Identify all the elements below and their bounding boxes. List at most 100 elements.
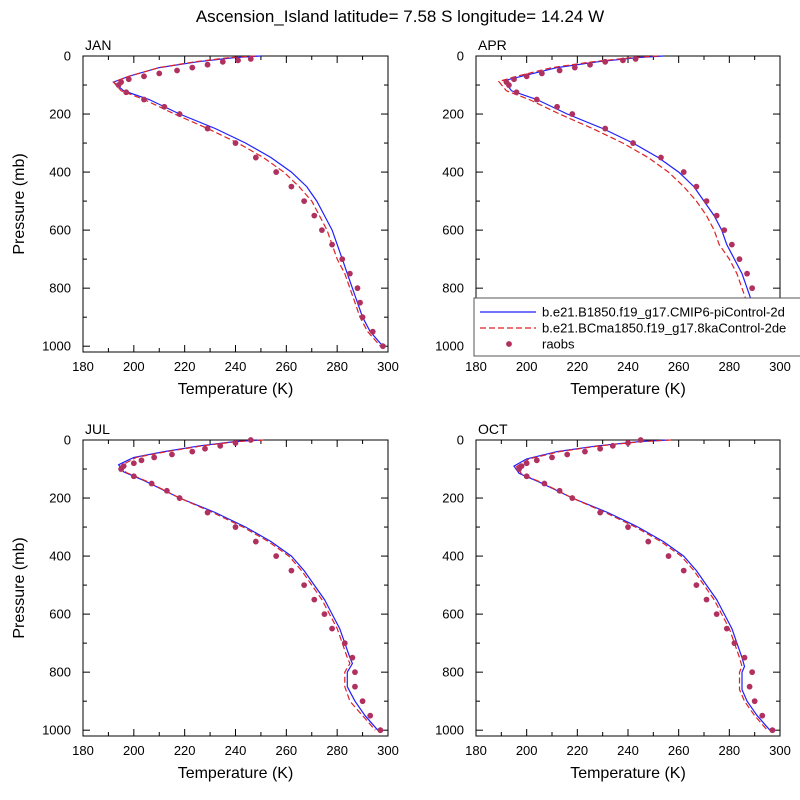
y-tick-label: 400 (49, 549, 71, 564)
raobs-point (744, 270, 750, 277)
raobs-point (632, 56, 639, 62)
raobs-point (321, 611, 328, 618)
y-tick-label: 0 (457, 49, 464, 64)
raobs-point (749, 285, 756, 292)
raobs-point (523, 73, 530, 80)
raobs-point (367, 712, 374, 719)
raobs-point (273, 553, 280, 559)
raobs-point (538, 70, 545, 77)
y-tick-label: 0 (64, 433, 71, 448)
x-tick-label: 200 (516, 359, 538, 374)
raobs-point (513, 89, 520, 96)
raobs-point (156, 70, 163, 77)
raobs-point (189, 64, 196, 71)
raobs-point (311, 212, 318, 219)
y-tick-label: 1000 (435, 723, 464, 738)
raobs-point (625, 440, 631, 446)
raobs-point (569, 111, 576, 117)
raobs-point (301, 198, 308, 204)
x-tick-label: 300 (377, 743, 399, 758)
raobs-point (554, 103, 560, 110)
y-tick-label: 200 (442, 491, 464, 506)
x-tick-label: 220 (174, 359, 196, 374)
raobs-point (235, 57, 241, 64)
raobs-point (741, 654, 748, 661)
raobs-point (533, 96, 540, 103)
x-tick-label: 240 (617, 359, 639, 374)
raobs-point (523, 473, 530, 480)
raobs-point (597, 445, 604, 452)
raobs-point (713, 212, 720, 219)
raobs-point (123, 89, 130, 96)
raobs-point (125, 76, 132, 83)
raobs-point (339, 256, 346, 263)
raobs-point (620, 57, 626, 64)
raobs-point (556, 67, 563, 74)
panel-jul: JUL 180 200 220 240 260 280 300 0 200 400 600 800 100… (11, 421, 399, 782)
y-tick-label: 1000 (42, 339, 71, 354)
x-tick-label: 260 (668, 359, 690, 374)
raobs-point (665, 553, 672, 559)
raobs-point (141, 96, 147, 103)
raobs-point (202, 445, 208, 452)
x-tick-label: 200 (123, 359, 145, 374)
raobs-point (602, 125, 609, 132)
raobs-point (357, 299, 363, 306)
y-tick-label: 800 (442, 281, 464, 296)
series-line-model-a (513, 439, 771, 731)
series-line-model-b (515, 439, 768, 731)
raobs-point (204, 509, 211, 516)
y-tick-label: 400 (49, 165, 71, 180)
y-tick-label: 0 (457, 433, 464, 448)
raobs-point (728, 241, 735, 248)
raobs-point (523, 460, 530, 467)
figure-title: Ascension_Island latitude= 7.58 S longit… (196, 7, 604, 26)
raobs-point (759, 712, 766, 719)
raobs-point (319, 227, 325, 234)
legend-label-model_b: b.e21.BCma1850.f19_g17.8kaControl-2de (542, 321, 786, 336)
legend-label-model_a: b.e21.B1850.f19_g17.CMIP6-piControl-2d (542, 305, 785, 320)
raobs-point (352, 669, 358, 676)
x-tick-label: 260 (275, 359, 297, 374)
y-tick-label: 1000 (435, 339, 464, 354)
raobs-point (204, 61, 211, 68)
raobs-point (141, 73, 147, 80)
raobs-point (516, 466, 522, 472)
x-tick-label: 240 (225, 359, 247, 374)
raobs-point (511, 76, 517, 83)
x-tick-label: 300 (769, 743, 791, 758)
y-axis-label: Pressure (mb) (11, 537, 28, 638)
y-axis-label: Pressure (mb) (11, 153, 28, 254)
x-tick-label: 180 (465, 743, 487, 758)
y-tick-label: 800 (442, 665, 464, 680)
x-axis-label: Temperature (K) (178, 381, 294, 398)
raobs-point (359, 698, 366, 705)
raobs-point (680, 567, 687, 574)
raobs-point (252, 538, 259, 545)
panel-jan: JAN 180 200 220 240 260 280 300 0 200 400 600 800 100… (11, 37, 399, 398)
series-line-model-a (502, 55, 778, 347)
x-tick-label: 300 (377, 359, 399, 374)
series-line-model-b (120, 439, 376, 731)
raobs-point (217, 442, 224, 449)
raobs-point (118, 466, 125, 472)
y-tick-label: 400 (442, 549, 464, 564)
raobs-point (252, 154, 259, 161)
panel-title: JAN (85, 37, 111, 53)
raobs-point (219, 58, 226, 65)
raobs-point (564, 451, 571, 458)
raobs-point (571, 64, 578, 71)
x-tick-label: 220 (566, 743, 588, 758)
raobs-point (380, 343, 386, 350)
raobs-point (751, 698, 758, 705)
x-tick-label: 240 (617, 743, 639, 758)
raobs-point (130, 473, 137, 480)
x-tick-label: 280 (718, 359, 740, 374)
raobs-point (369, 328, 376, 335)
raobs-point (693, 582, 700, 588)
raobs-point (703, 596, 710, 603)
raobs-point (176, 111, 183, 117)
raobs-point (130, 460, 137, 467)
